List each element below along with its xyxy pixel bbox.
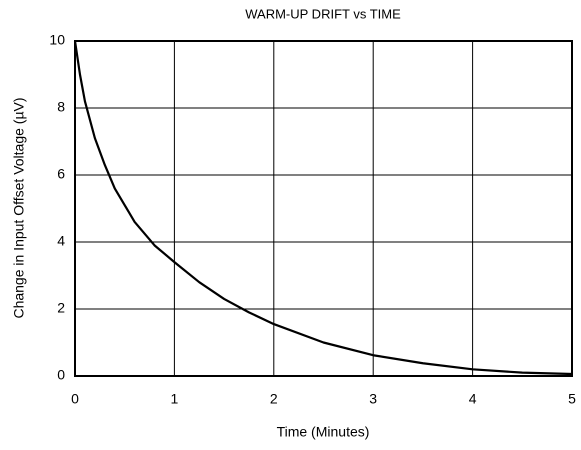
x-tick-label: 0 (71, 391, 79, 407)
y-tick-label: 10 (49, 32, 65, 48)
x-axis-label: Time (Minutes) (277, 424, 370, 440)
data-line (73, 40, 573, 376)
x-tick-label: 1 (171, 391, 179, 407)
y-tick-label: 4 (57, 233, 65, 249)
y-axis-label: Change in Input Offset Voltage (µV) (11, 97, 27, 318)
y-tick-label: 6 (57, 166, 65, 182)
y-tick-label: 0 (57, 367, 65, 383)
x-tick-label: 3 (369, 391, 377, 407)
x-tick-label: 4 (469, 391, 477, 407)
y-tick-label: 8 (57, 99, 65, 115)
plot-frame (74, 40, 573, 377)
chart-title: WARM-UP DRIFT vs TIME (245, 6, 401, 21)
x-tick-label: 5 (568, 391, 576, 407)
x-tick-label: 2 (270, 391, 278, 407)
y-tick-label: 2 (57, 300, 65, 316)
